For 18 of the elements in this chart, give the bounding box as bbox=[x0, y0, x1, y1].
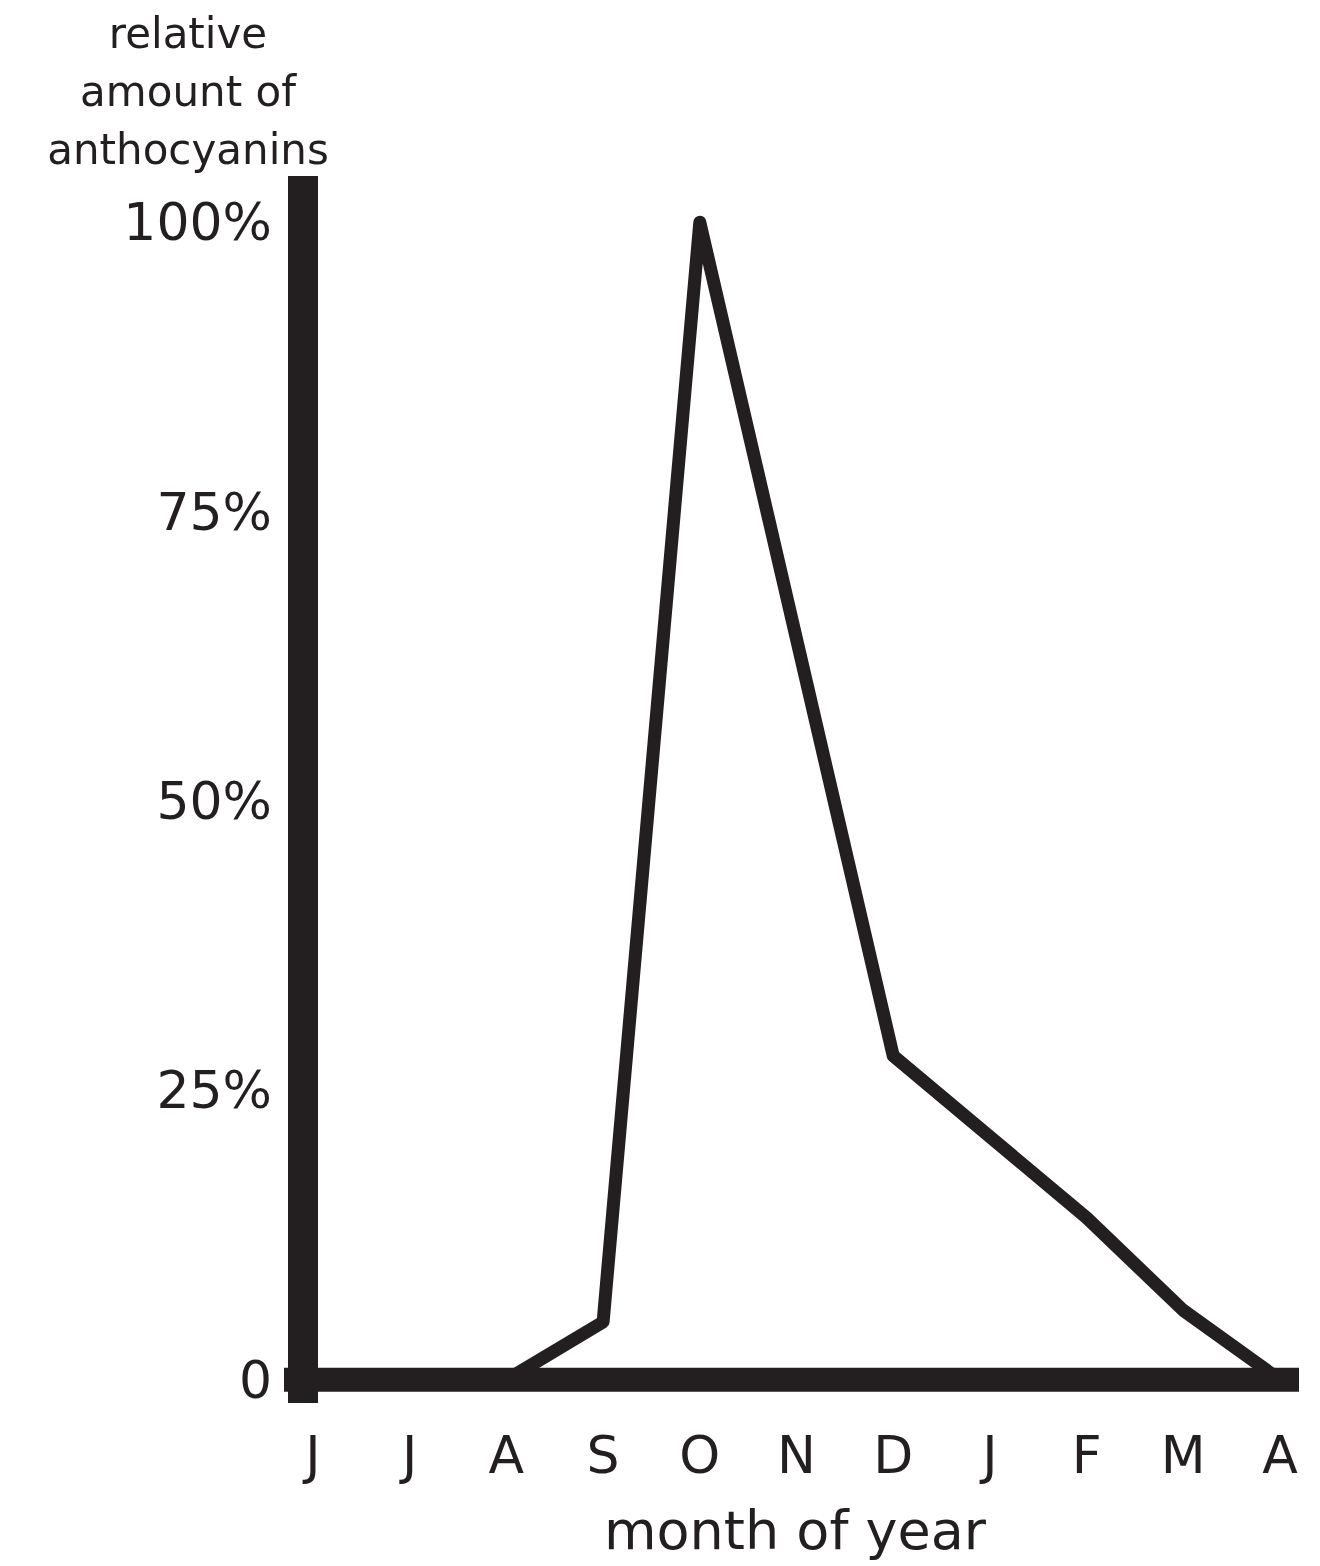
y-tick-label: 25% bbox=[156, 1060, 272, 1121]
x-tick-label: A bbox=[1262, 1425, 1299, 1485]
x-tick-label: A bbox=[488, 1425, 525, 1485]
y-tick-label: 50% bbox=[156, 771, 272, 832]
y-tick-label: 100% bbox=[123, 192, 272, 253]
y-tick-label: 75% bbox=[156, 481, 272, 542]
y-axis-title: relative amount of anthocyanins bbox=[47, 9, 329, 174]
x-tick-label: J bbox=[399, 1425, 418, 1485]
x-tick-label: J bbox=[302, 1425, 321, 1485]
x-tick-label: D bbox=[873, 1425, 914, 1485]
y-tick-label: 0 bbox=[238, 1349, 272, 1410]
x-tick-label: S bbox=[586, 1425, 620, 1485]
x-tick-label: F bbox=[1071, 1425, 1102, 1485]
x-tick-label: N bbox=[777, 1425, 816, 1485]
x-tick-label: O bbox=[679, 1425, 721, 1485]
x-tick-label: M bbox=[1160, 1425, 1206, 1485]
x-axis-title: month of year bbox=[603, 1498, 987, 1562]
x-tick-label: J bbox=[979, 1425, 998, 1485]
